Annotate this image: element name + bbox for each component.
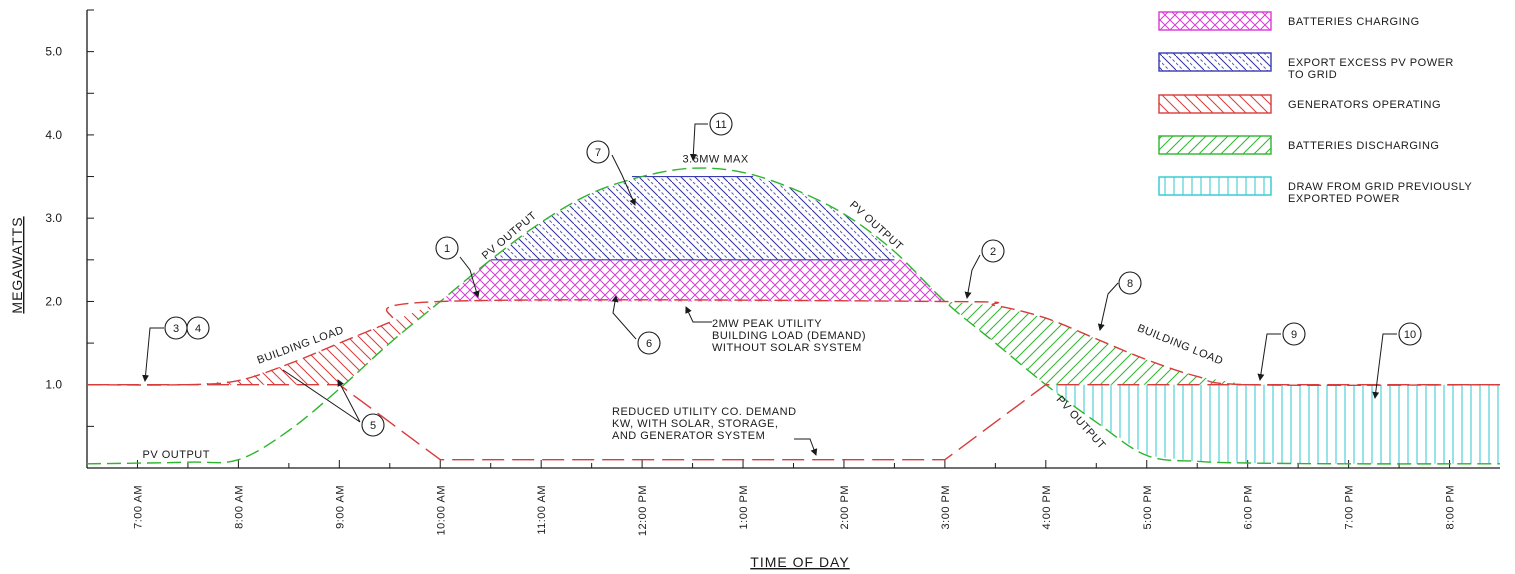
generators-operating-region <box>187 301 441 386</box>
callout-leader <box>964 254 981 299</box>
callout-circle <box>1118 271 1142 295</box>
x-tick-label: 1:00 PM <box>738 485 750 529</box>
legend-label: BATTERIES CHARGING <box>1288 16 1420 28</box>
callout-number: 6 <box>646 338 652 350</box>
building-load-line <box>86 299 1501 387</box>
legend-swatch <box>1158 135 1272 155</box>
x-tick-label: 2:00 PM <box>839 485 851 529</box>
callout-leader <box>142 327 164 382</box>
callout-number: 2 <box>990 246 996 258</box>
chart-callouts: 1 2 3 4 5 6 7 8 9 10 11 <box>142 112 1422 437</box>
legend-label: DRAW FROM GRID PREVIOUSLY <box>1288 181 1472 193</box>
callout-number: 7 <box>595 147 601 159</box>
peak-note-leader <box>685 306 712 323</box>
legend-swatch <box>1158 94 1272 114</box>
reduced-note-leader <box>794 438 818 456</box>
pv-output-label-left: PV OUTPUT <box>143 449 210 461</box>
callout-leader <box>282 369 361 423</box>
callout-circle <box>586 140 610 164</box>
callout-number: 5 <box>370 420 376 432</box>
callout-number: 4 <box>195 323 201 335</box>
x-tick-label: 12:00 PM <box>637 485 649 536</box>
x-tick-label: 11:00 AM <box>536 485 548 535</box>
callout-number: 3 <box>173 323 179 335</box>
legend-label: EXPORTED POWER <box>1288 193 1400 205</box>
callout-leader <box>459 256 480 298</box>
callout-leader <box>1097 282 1119 331</box>
callout-leader <box>1372 333 1397 399</box>
chart-fill-regions <box>187 175 1500 464</box>
callout-number: 1 <box>444 243 450 255</box>
x-tick-label: 7:00 PM <box>1344 485 1356 529</box>
legend-label: GENERATORS OPERATING <box>1288 99 1441 111</box>
legend-label: BATTERIES DISCHARGING <box>1288 140 1439 152</box>
callout-circle <box>709 112 733 136</box>
chart-tick-labels: 1.0 2.0 3.0 4.0 5.0 7:00 AM 8:00 AM 9:00 AM 10:0… <box>45 45 1456 536</box>
reduced-note-line: REDUCED UTILITY CO. DEMAND <box>612 406 797 418</box>
callout-leader <box>611 295 637 340</box>
y-tick-label: 4.0 <box>45 128 62 142</box>
y-tick-label: 5.0 <box>45 45 62 59</box>
legend-label: TO GRID <box>1288 69 1337 81</box>
peak-note-line: 2MW PEAK UTILITY <box>712 318 822 330</box>
x-tick-label: 8:00 AM <box>233 485 245 529</box>
callout-leader <box>1257 333 1281 381</box>
callout-circle <box>435 236 459 260</box>
callout-circle <box>981 239 1005 263</box>
callout-leader <box>611 154 636 206</box>
x-tick-label: 3:00 PM <box>940 485 952 529</box>
y-tick-label: 3.0 <box>45 211 62 225</box>
x-tick-label: 8:00 PM <box>1445 485 1457 529</box>
export-excess-pv-region <box>490 176 895 260</box>
y-tick-label: 1.0 <box>45 378 62 392</box>
x-tick-label: 10:00 AM <box>435 485 447 535</box>
callout-leader <box>689 123 708 161</box>
callout-circle <box>1398 322 1422 346</box>
batteries-charging-region <box>440 259 945 302</box>
batteries-discharging-region <box>944 301 1248 385</box>
x-tick-label: 5:00 PM <box>1142 485 1154 529</box>
legend-swatch <box>1158 52 1272 72</box>
x-tick-label: 9:00 AM <box>334 485 346 529</box>
draw-from-grid-region <box>1045 384 1500 464</box>
max-label: 3.6MW MAX <box>682 153 748 165</box>
legend-label: EXPORT EXCESS PV POWER <box>1288 57 1454 69</box>
x-axis-title: TIME OF DAY <box>750 554 849 570</box>
chart-legend: BATTERIES CHARGING EXPORT EXCESS PV POWER… <box>1158 11 1472 205</box>
callout-number: 8 <box>1127 278 1133 290</box>
chart-axes <box>86 9 1500 469</box>
legend-swatch <box>1158 11 1272 31</box>
y-tick-label: 2.0 <box>45 294 62 308</box>
callout-circle <box>186 316 210 340</box>
reduced-note-line: AND GENERATOR SYSTEM <box>612 430 765 442</box>
x-tick-label: 7:00 AM <box>132 485 144 529</box>
chart-series-lines <box>86 167 1501 465</box>
callout-number: 11 <box>715 119 726 131</box>
peak-note-line: WITHOUT SOLAR SYSTEM <box>712 342 862 354</box>
reduced-note-line: KW, WITH SOLAR, STORAGE, <box>612 418 778 430</box>
callout-circle <box>1282 322 1306 346</box>
legend-swatch <box>1158 176 1272 196</box>
callout-number: 9 <box>1291 329 1297 341</box>
x-tick-label: 4:00 PM <box>1041 485 1053 529</box>
callout-circle <box>637 331 661 355</box>
x-tick-label: 6:00 PM <box>1243 485 1255 529</box>
reduced-demand-line <box>87 384 1500 461</box>
callout-circle <box>361 413 385 437</box>
peak-note-line: BUILDING LOAD (DEMAND) <box>712 330 866 342</box>
callout-number: 10 <box>1404 329 1416 341</box>
y-axis-title: MEGAWATTS <box>9 216 25 313</box>
